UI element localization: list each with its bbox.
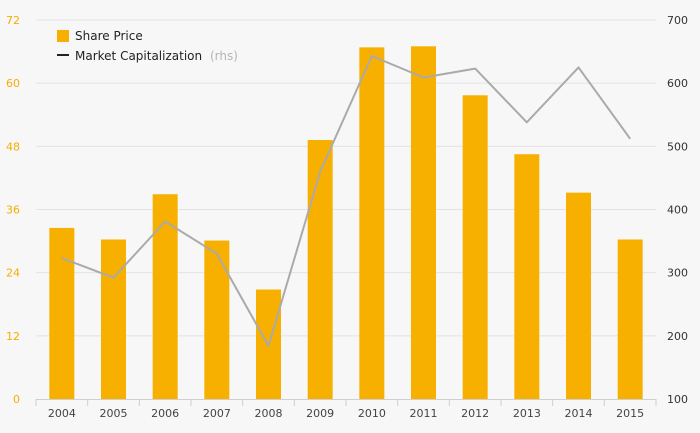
- x-tick-label: 2014: [565, 407, 593, 420]
- x-tick-label: 2009: [306, 407, 334, 420]
- legend-swatch-share-price: [57, 30, 69, 42]
- y-right-tick-labels: 100 200 300 400 500 600 700: [667, 14, 688, 406]
- bar-share-price: [101, 239, 126, 399]
- bar-share-price: [411, 46, 436, 399]
- x-tick-label: 2013: [513, 407, 541, 420]
- y-right-tick-label: 500: [667, 140, 688, 153]
- bar-share-price: [462, 95, 488, 399]
- y-left-tick-label: 72: [6, 14, 20, 27]
- bar-series-share-price: [49, 46, 643, 399]
- y-right-tick-label: 600: [667, 77, 688, 90]
- gridlines: [36, 19, 656, 337]
- bar-share-price: [307, 140, 333, 399]
- x-tick-label: 2015: [616, 407, 644, 420]
- x-tick-label: 2010: [358, 407, 386, 420]
- y-left-tick-label: 36: [6, 204, 20, 217]
- legend-market-cap-suffix: (rhs): [210, 49, 238, 63]
- legend-label-market-cap: Market Capitalization (rhs): [75, 49, 238, 63]
- x-tick-label: 2008: [255, 407, 283, 420]
- bar-share-price: [204, 240, 230, 399]
- legend-label-share-price: Share Price: [75, 29, 143, 43]
- y-left-tick-label: 60: [6, 77, 20, 90]
- bar-share-price: [152, 194, 178, 399]
- bar-share-price: [359, 47, 385, 399]
- x-tick-label: 2004: [48, 407, 76, 420]
- bar-share-price: [566, 192, 591, 399]
- y-left-tick-label: 0: [13, 393, 20, 406]
- y-left-tick-label: 12: [6, 330, 20, 343]
- y-left-tick-label: 24: [6, 267, 20, 280]
- y-right-tick-label: 300: [667, 267, 688, 280]
- y-right-tick-label: 400: [667, 204, 688, 217]
- x-tick-labels: 2004 2005 2006 2007 2008 2009 2010 2011 2012 2013…: [48, 407, 644, 420]
- legend: Share Price Market Capitalization (rhs): [57, 29, 238, 63]
- line-series-market-cap: [61, 55, 632, 347]
- x-tick-label: 2012: [461, 407, 489, 420]
- y-right-tick-label: 200: [667, 330, 688, 343]
- y-right-tick-label: 100: [667, 393, 688, 406]
- y-left-tick-label: 48: [6, 140, 20, 153]
- bar-share-price: [514, 154, 540, 399]
- y-right-tick-label: 700: [667, 14, 688, 27]
- x-tick-label: 2006: [151, 407, 179, 420]
- axes: [35, 399, 657, 406]
- x-tick-label: 2005: [100, 407, 128, 420]
- bar-share-price: [49, 227, 75, 399]
- x-tick-label: 2007: [203, 407, 231, 420]
- bar-share-price: [617, 239, 643, 399]
- y-left-tick-labels: 0 12 24 36 48 60 72: [6, 14, 20, 406]
- line-market-cap: [61, 55, 632, 347]
- x-tick-label: 2011: [410, 407, 438, 420]
- legend-market-cap-name: Market Capitalization: [75, 49, 202, 63]
